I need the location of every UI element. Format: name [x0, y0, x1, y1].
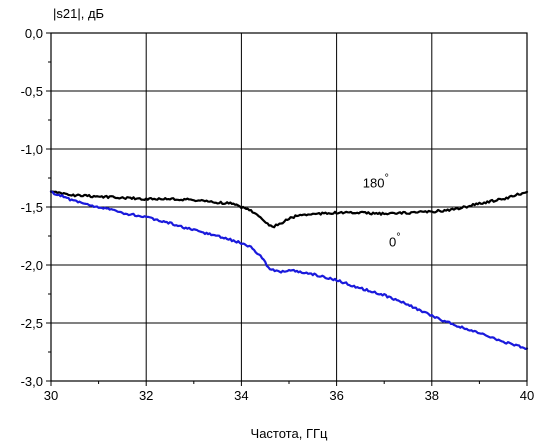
y-axis-label: |s21|, дБ [53, 6, 104, 21]
x-tick-label: 36 [329, 388, 343, 403]
series-layer [49, 190, 529, 351]
y-tick-label: -3,0 [21, 374, 43, 389]
y-tick-label: -2,0 [21, 258, 43, 273]
x-tick-label: 32 [139, 388, 153, 403]
y-tick-label: -2,5 [21, 316, 43, 331]
annotation-0deg: 0° [389, 231, 401, 249]
grid [50, 32, 528, 382]
series-line-180deg [49, 190, 529, 229]
ticks [46, 32, 528, 386]
y-tick-label: -0,5 [21, 84, 43, 99]
y-tick-label: -1,0 [21, 142, 43, 157]
series-line-0deg [49, 190, 529, 351]
tick-labels: 30 32 34 36 38 40 0,0 -0,5 -1,0 -1,5 -2,0 -2,5 -3,0 [21, 26, 535, 403]
y-tick-label: -1,5 [21, 200, 43, 215]
x-tick-label: 34 [234, 388, 248, 403]
x-tick-label: 40 [520, 388, 534, 403]
y-tick-label: 0,0 [25, 26, 43, 41]
annotation-180deg: 180° [363, 172, 389, 190]
annotations: 180° 0° [363, 172, 401, 249]
x-tick-label: 30 [44, 388, 58, 403]
x-tick-label: 38 [425, 388, 439, 403]
x-axis-label: Частота, ГГц [251, 426, 328, 441]
